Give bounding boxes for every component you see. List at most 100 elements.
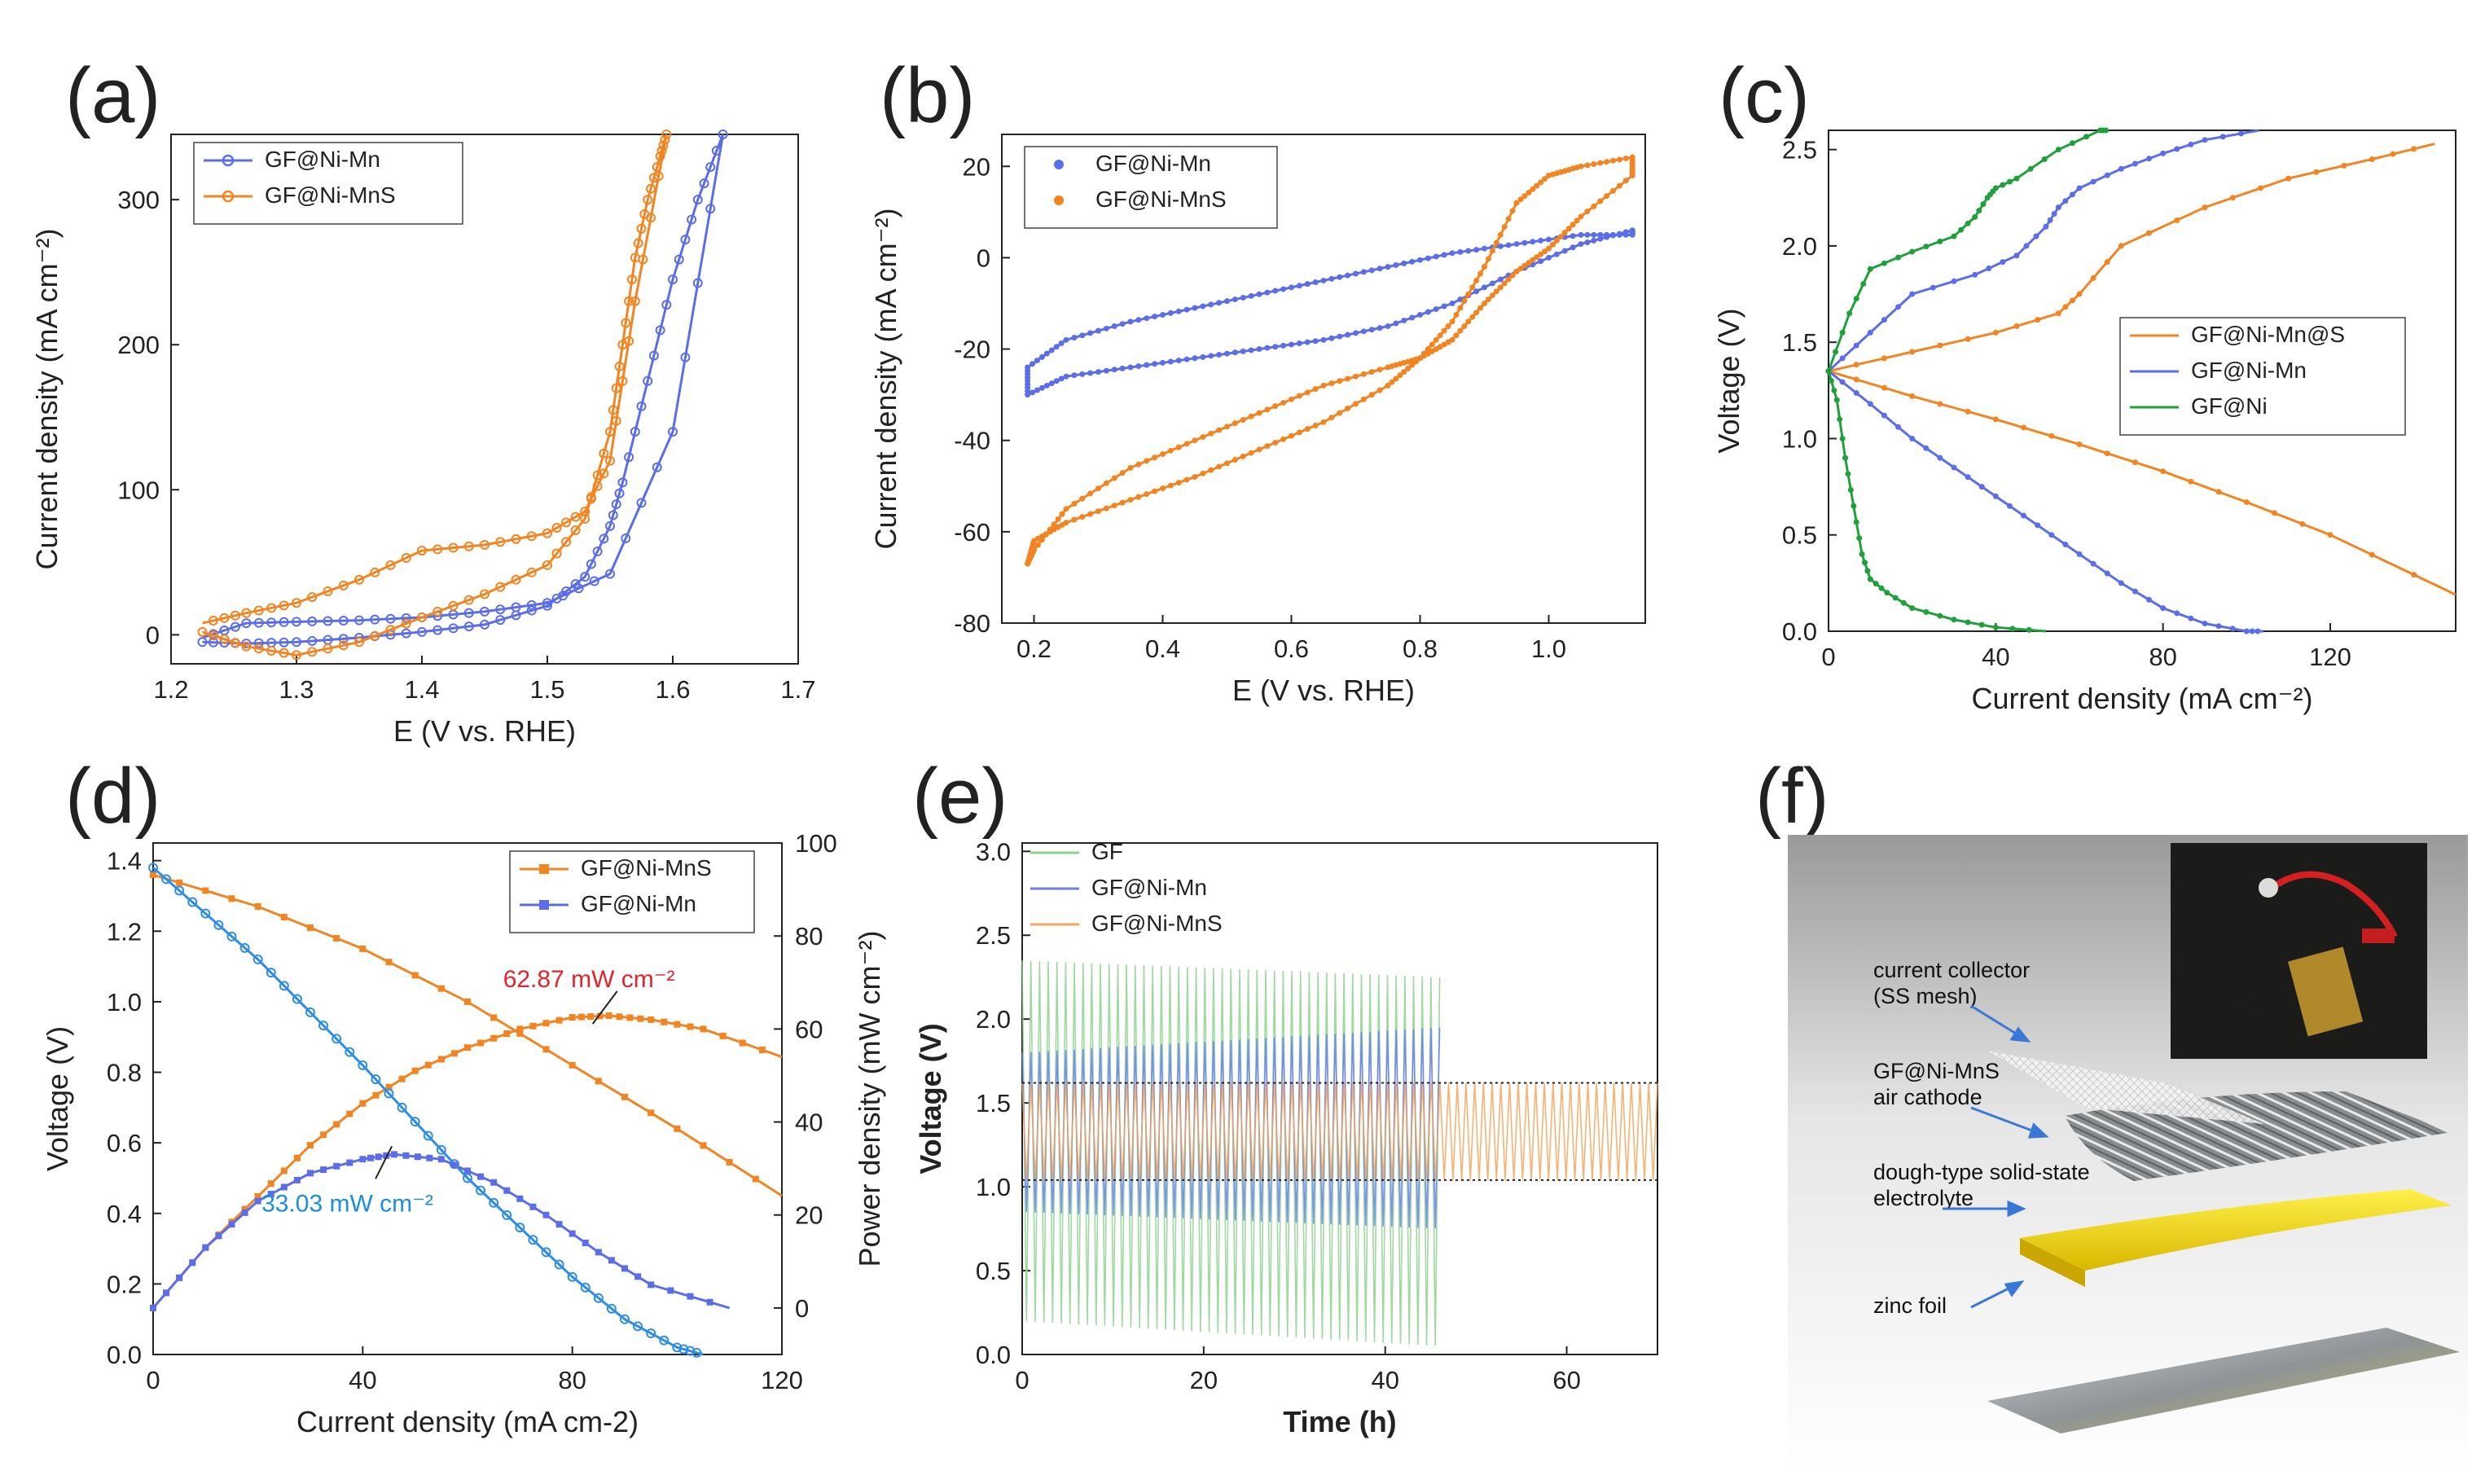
- legend-box: [2119, 317, 2406, 436]
- series-0-point: [2313, 169, 2320, 175]
- legend-label: GF@Ni-Mn: [1091, 875, 1207, 900]
- series-ni-mns-point: [1043, 531, 1049, 538]
- series-1-point: [687, 1023, 694, 1030]
- series-ni-mns-point: [580, 507, 591, 517]
- series-ni-mn-point: [279, 637, 289, 648]
- series-ni-mns-point: [1445, 323, 1451, 330]
- series-3-point: [267, 1191, 274, 1198]
- x-tick-label: 80: [558, 1366, 586, 1394]
- electrolyte-edge: [2020, 1238, 2085, 1287]
- series-ni-mn-point: [401, 628, 411, 639]
- series-ni-mns-point: [1224, 424, 1230, 430]
- series-ni-mns-point: [1280, 399, 1287, 406]
- series-ni-mn-point: [1160, 311, 1166, 318]
- series-ni-mns-point: [1087, 490, 1094, 497]
- series-ni-mns-point: [1111, 503, 1117, 509]
- series-ni-mn-point: [1629, 231, 1635, 238]
- series-ni-mns-point: [1175, 444, 1182, 450]
- series-4-point: [2055, 147, 2061, 153]
- series-5-point: [1845, 471, 1851, 477]
- series-ni-mns-point: [624, 336, 634, 346]
- series-ni-mn-point: [573, 583, 584, 594]
- series-ni-mns-point: [1405, 365, 1412, 371]
- series-ni-mns-point: [1059, 511, 1065, 517]
- series-ni-mn-point: [1360, 269, 1367, 275]
- series-0-point: [621, 1093, 628, 1100]
- series-ni-mns-point: [1160, 451, 1166, 458]
- series-0-point: [1992, 329, 1999, 336]
- series-2-point: [528, 1235, 538, 1245]
- series-ni-mns-point: [624, 296, 634, 306]
- y-tick-label: 0.6: [107, 1129, 142, 1157]
- series-3-point: [1937, 454, 1943, 461]
- series-ni-mns-point: [605, 427, 615, 437]
- series-ni-mns-point: [208, 616, 218, 626]
- series-ni-mn-point: [1328, 335, 1335, 341]
- series-ni-mns-point: [1489, 248, 1495, 254]
- series-ni-mns-point: [1561, 230, 1568, 236]
- series-3-point: [202, 1244, 209, 1251]
- series-ni-mn-point: [1175, 308, 1182, 314]
- series-ni-mn-point: [1553, 251, 1560, 257]
- x-tick-label: 0.8: [1403, 634, 1438, 663]
- series-ni-mn-point: [617, 477, 628, 488]
- series-ni-mn-point: [1312, 279, 1319, 286]
- series-2-point: [384, 1088, 394, 1099]
- series-ni-mn-point: [480, 606, 490, 617]
- series-ni-mn-point: [1152, 314, 1158, 320]
- series-3-point: [320, 1166, 327, 1174]
- series-ni-mns-point: [1079, 514, 1086, 520]
- series-ni-mns-point: [241, 608, 252, 618]
- series-2-point: [2023, 243, 2030, 249]
- series-ni-mns-point: [417, 546, 427, 556]
- series-ni-mn-point: [1079, 371, 1086, 377]
- series-ni-mns-point: [1280, 436, 1287, 442]
- series-ni-mns-point: [652, 162, 662, 173]
- series-2-point: [515, 1223, 525, 1233]
- series-3-point: [582, 1239, 589, 1246]
- series-ni-mns-point: [586, 494, 596, 504]
- series-3-point: [529, 1203, 537, 1210]
- series-ni-mn-point: [1103, 325, 1109, 331]
- series-ni-mn-point: [1473, 247, 1480, 253]
- series-ni-mns-point: [592, 481, 603, 491]
- y-axis-label: Current density (mA cm⁻²): [30, 228, 64, 569]
- series-1-point: [1909, 393, 1916, 399]
- series-ni-mn-point: [680, 235, 691, 245]
- y-tick-label: 3.0: [976, 837, 1011, 866]
- series-ni-mns-point: [1047, 526, 1053, 533]
- series-ni-mn-point: [1417, 257, 1423, 263]
- series-3-point: [307, 1170, 314, 1177]
- series-ni-mn-point: [1280, 342, 1287, 349]
- series-1-point: [758, 1047, 766, 1054]
- series-3-point: [477, 1173, 485, 1180]
- series-0-point: [359, 945, 367, 952]
- series-ni-mns-point: [1200, 470, 1206, 476]
- series-0-point: [2055, 310, 2061, 317]
- panel-d-chart: 0 40 80 120 0.0 0.2 0.4 0.6 0.8 1.0 1.2 1.4 0 20 40 60 8…: [41, 829, 886, 1438]
- photo-battery: [2288, 946, 2364, 1037]
- x-tick-label: 120: [2309, 643, 2351, 671]
- series-2-point: [567, 1271, 577, 1282]
- series-ni-mn-point: [432, 625, 443, 635]
- series-ni-mns-point: [1135, 494, 1142, 500]
- series-ni-mn-point: [1272, 344, 1279, 350]
- series-ni-mns-point: [605, 455, 615, 466]
- series-3-point: [2202, 621, 2208, 627]
- series-3-point: [555, 1221, 563, 1228]
- series-1-point: [359, 1100, 367, 1107]
- series-ni-mns-point: [1501, 280, 1508, 287]
- series-0-point: [2341, 162, 2347, 169]
- series-0-point: [700, 1142, 707, 1149]
- series-ni-mns-point: [448, 542, 459, 553]
- series-ni-mn-point: [580, 572, 591, 582]
- series-3-point: [2104, 570, 2110, 577]
- series-5-point: [2009, 626, 2016, 632]
- series-ni-mns-point: [1368, 392, 1375, 398]
- series-ni-mns-point: [1482, 264, 1487, 270]
- series-0-point: [2202, 204, 2208, 211]
- series-ni-mns-point: [1497, 284, 1504, 291]
- series-ni-mn-point: [1048, 347, 1055, 353]
- series-2-point: [2118, 165, 2124, 172]
- legend-label: GF@Ni-MnS: [265, 182, 396, 208]
